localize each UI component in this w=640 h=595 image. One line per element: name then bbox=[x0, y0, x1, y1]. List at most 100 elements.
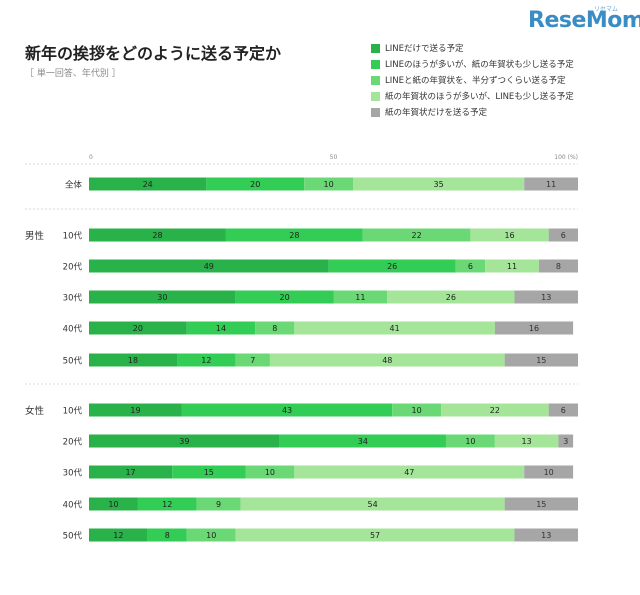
bar-value-label: 22 bbox=[412, 231, 422, 240]
resemom-logo: ReseMom bbox=[528, 8, 640, 33]
bar-value-label: 10 bbox=[412, 406, 422, 415]
bar-value-label: 16 bbox=[529, 324, 539, 333]
bar-segment bbox=[392, 403, 442, 417]
bar-segment bbox=[89, 528, 148, 542]
bar-value-label: 49 bbox=[204, 262, 214, 271]
bar-segment bbox=[294, 321, 495, 335]
legend-label-1: LINEだけで送る予定 bbox=[385, 44, 464, 54]
bar-segment bbox=[147, 528, 187, 542]
bar-value-label: 11 bbox=[546, 180, 556, 189]
bar-value-label: 28 bbox=[152, 231, 162, 240]
legend-item-2: LINEのほうが多いが、紙の年賀状も少し送る予定 bbox=[371, 56, 574, 72]
row-label: 20代 bbox=[63, 437, 83, 448]
row-label: 50代 bbox=[63, 356, 83, 367]
bar-value-label: 7 bbox=[250, 356, 255, 365]
bar-value-label: 19 bbox=[130, 406, 140, 415]
bar-value-label: 11 bbox=[355, 293, 365, 302]
bar-segment bbox=[328, 259, 456, 273]
row-label: 50代 bbox=[63, 531, 83, 542]
legend-label-5: 紙の年賀状だけを送る予定 bbox=[385, 108, 488, 118]
bar-value-label: 18 bbox=[128, 356, 138, 365]
bar-value-label: 12 bbox=[162, 500, 172, 509]
bar-segment bbox=[89, 290, 236, 304]
bar-value-label: 10 bbox=[265, 468, 275, 477]
bar-segment bbox=[538, 259, 578, 273]
bar-value-label: 17 bbox=[125, 468, 135, 477]
bar-value-label: 12 bbox=[201, 356, 211, 365]
bar-value-label: 24 bbox=[143, 180, 153, 189]
bar-segment bbox=[89, 403, 182, 417]
bar-segment bbox=[186, 321, 256, 335]
bar-segment bbox=[304, 177, 354, 191]
bar-value-label: 26 bbox=[387, 262, 397, 271]
bar-segment bbox=[181, 403, 393, 417]
bar-value-label: 8 bbox=[165, 531, 170, 540]
bar-segment bbox=[558, 434, 574, 448]
bar-segment bbox=[89, 353, 178, 367]
bar-value-label: 15 bbox=[536, 356, 546, 365]
bar-value-label: 6 bbox=[561, 231, 566, 240]
bar-value-label: 15 bbox=[204, 468, 214, 477]
bar-value-label: 9 bbox=[216, 500, 221, 509]
row-label: 30代 bbox=[63, 468, 83, 479]
bar-segment bbox=[235, 353, 270, 367]
bar-segment bbox=[504, 497, 578, 511]
legend-item-1: LINEだけで送る予定 bbox=[371, 40, 574, 56]
bar-value-label: 57 bbox=[370, 531, 380, 540]
row-label: 20代 bbox=[63, 262, 83, 273]
bar-segment bbox=[235, 290, 334, 304]
row-label: 10代 bbox=[63, 406, 83, 417]
bar-value-label: 16 bbox=[504, 231, 514, 240]
bar-segment bbox=[504, 353, 578, 367]
bar-value-label: 34 bbox=[358, 437, 368, 446]
bar-segment bbox=[89, 228, 226, 242]
x-tick-label: 100 (%) bbox=[554, 154, 578, 161]
bar-segment bbox=[172, 465, 246, 479]
bar-value-label: 14 bbox=[216, 324, 226, 333]
bar-value-label: 10 bbox=[544, 468, 554, 477]
resemom-logo-tag: リセマム bbox=[594, 6, 619, 13]
bar-segment bbox=[445, 434, 495, 448]
bar-segment bbox=[89, 259, 329, 273]
bar-segment bbox=[353, 177, 525, 191]
bar-segment bbox=[387, 290, 515, 304]
bar-segment bbox=[177, 353, 236, 367]
bar-value-label: 13 bbox=[541, 531, 551, 540]
bar-segment bbox=[89, 321, 187, 335]
legend-swatch-5 bbox=[371, 107, 380, 117]
legend-label-3: LINEと紙の年賀状を、半分ずつくらい送る予定 bbox=[385, 76, 566, 86]
x-tick-label: 0 bbox=[89, 154, 93, 161]
bar-segment bbox=[240, 497, 505, 511]
legend-swatch-2 bbox=[371, 59, 380, 69]
chart-title: 新年の挨拶をどのように送る予定か bbox=[25, 44, 282, 63]
bar-value-label: 22 bbox=[490, 406, 500, 415]
group-label: 女性 bbox=[25, 405, 45, 417]
group-label: 男性 bbox=[25, 230, 45, 242]
bar-value-label: 12 bbox=[113, 531, 123, 540]
row-label: 10代 bbox=[63, 231, 83, 242]
bar-value-label: 10 bbox=[324, 180, 334, 189]
row-label: 全体 bbox=[65, 180, 83, 191]
bar-segment bbox=[333, 290, 388, 304]
bar-segment bbox=[137, 497, 197, 511]
bar-segment bbox=[548, 403, 578, 417]
bar-segment bbox=[441, 403, 549, 417]
bar-segment bbox=[196, 497, 241, 511]
chart-legend: LINEだけで送る予定 LINEのほうが多いが、紙の年賀状も少し送る予定 LINEと… bbox=[371, 40, 574, 120]
row-label: 40代 bbox=[63, 324, 83, 335]
bar-value-label: 10 bbox=[108, 500, 118, 509]
bar-value-label: 47 bbox=[404, 468, 414, 477]
bar-value-label: 15 bbox=[536, 500, 546, 509]
bar-segment bbox=[455, 259, 486, 273]
x-tick-label: 50 bbox=[330, 154, 338, 161]
bar-value-label: 6 bbox=[561, 406, 566, 415]
bar-segment bbox=[494, 434, 559, 448]
bar-segment bbox=[235, 528, 515, 542]
bar-value-label: 41 bbox=[390, 324, 400, 333]
bar-segment bbox=[89, 497, 138, 511]
bar-value-label: 6 bbox=[468, 262, 473, 271]
bar-value-label: 48 bbox=[382, 356, 392, 365]
bar-segment bbox=[514, 528, 578, 542]
bar-segment bbox=[470, 228, 549, 242]
